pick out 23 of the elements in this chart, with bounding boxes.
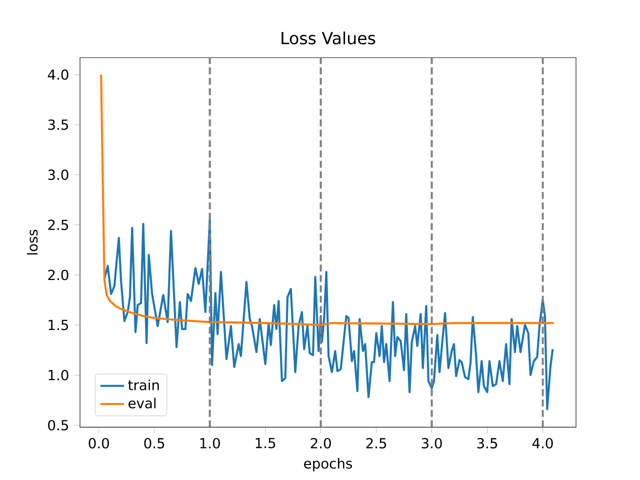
x-tick-label: 1.0 — [200, 438, 220, 448]
y-tick-label: 3.5 — [48, 119, 68, 130]
x-axis-title: epochs — [304, 458, 352, 472]
y-tick-label: 1.5 — [48, 320, 68, 330]
y-tick-label: 4.0 — [48, 69, 68, 80]
x-tick-label: 0.0 — [88, 438, 109, 448]
x-tick-label: 3.5 — [477, 438, 498, 448]
legend-label: train — [128, 380, 159, 390]
y-tick-label: 0.5 — [48, 420, 68, 430]
chart-title: Loss Values — [282, 32, 376, 44]
y-tick-label: 2.0 — [48, 270, 68, 280]
x-tick-label: 2.0 — [310, 438, 331, 448]
y-tick-label: 2.5 — [48, 220, 68, 230]
x-tick-label: 4.0 — [532, 438, 553, 448]
y-axis-title: loss — [26, 230, 38, 254]
x-tick-label: 3.0 — [422, 438, 442, 448]
legend-label: eval — [128, 398, 156, 408]
x-tick-label: 1.5 — [256, 438, 276, 448]
x-tick-label: 0.5 — [144, 438, 164, 448]
y-tick-label: 3.0 — [48, 170, 68, 180]
line-series — [103, 218, 554, 410]
y-tick-label: 1.0 — [48, 370, 68, 380]
x-tick-label: 2.5 — [366, 438, 386, 448]
